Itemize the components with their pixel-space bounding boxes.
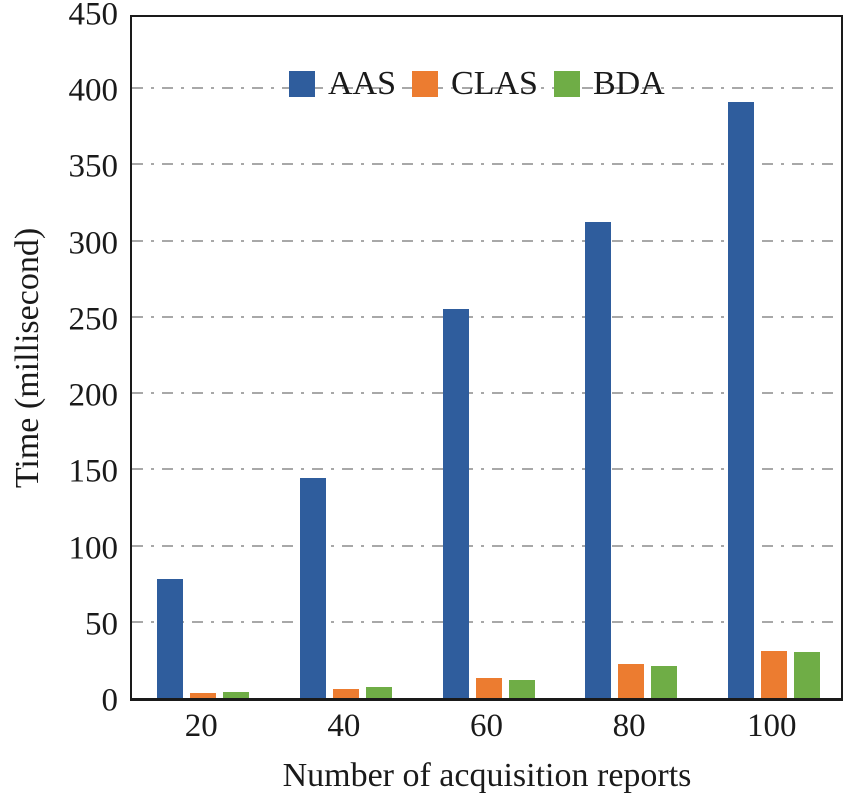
y-tick-label-50: 50 [85,606,118,643]
gridline-300 [132,239,841,242]
x-tick-label-40: 40 [327,708,361,744]
y-tick-label-100: 100 [68,530,119,567]
gridline-250 [132,315,841,318]
gridline-350 [132,163,841,166]
y-tick-label-200: 200 [68,377,119,414]
y-tick-label-150: 150 [68,453,119,490]
bar-bda-60 [509,680,535,698]
gridline-50 [132,620,841,623]
bar-clas-20 [190,693,216,698]
bar-bda-80 [651,666,677,698]
gridline-150 [132,468,841,471]
bar-clas-100 [761,651,787,698]
legend-label-bda: BDA [592,65,665,102]
bar-aas-100 [728,102,754,698]
gridline-400 [132,87,841,90]
legend-swatch-clas [412,71,439,97]
bar-aas-20 [157,579,183,698]
x-tick-label-20: 20 [184,708,218,744]
bar-bda-40 [366,687,392,698]
y-tick-label-250: 250 [68,301,119,338]
y-tick-label-300: 300 [68,225,119,262]
gridline-100 [132,544,841,547]
bar-aas-80 [585,222,611,698]
legend: AAS CLAS BDA [289,67,681,101]
y-tick-label-400: 400 [68,72,119,109]
y-tick-label-0: 0 [101,682,119,719]
x-tick-label-80: 80 [612,708,646,744]
y-tick-label-350: 350 [68,148,119,185]
gridline-200 [132,392,841,395]
x-axis-title: Number of acquisition reports [282,757,692,794]
legend-item-clas: CLAS [412,67,538,101]
bar-bda-20 [223,692,249,698]
bar-clas-40 [333,689,359,698]
legend-swatch-bda [553,71,580,97]
bar-aas-40 [300,478,326,698]
x-tick-label-100: 100 [746,708,797,744]
bar-clas-60 [476,678,502,698]
legend-swatch-aas [289,71,315,97]
legend-item-aas: AAS [289,67,396,101]
bar-aas-60 [443,309,469,698]
x-tick-label-60: 60 [470,708,503,744]
legend-label-clas: CLAS [451,65,538,102]
bar-bda-100 [794,652,820,698]
y-axis-title: Time (millisecond) [9,227,46,489]
legend-item-bda: BDA [553,65,665,102]
legend-label-aas: AAS [328,65,397,102]
bar-clas-80 [618,664,644,698]
y-tick-label-450: 450 [68,0,119,33]
plot-area: AAS CLAS BDA [130,15,843,701]
